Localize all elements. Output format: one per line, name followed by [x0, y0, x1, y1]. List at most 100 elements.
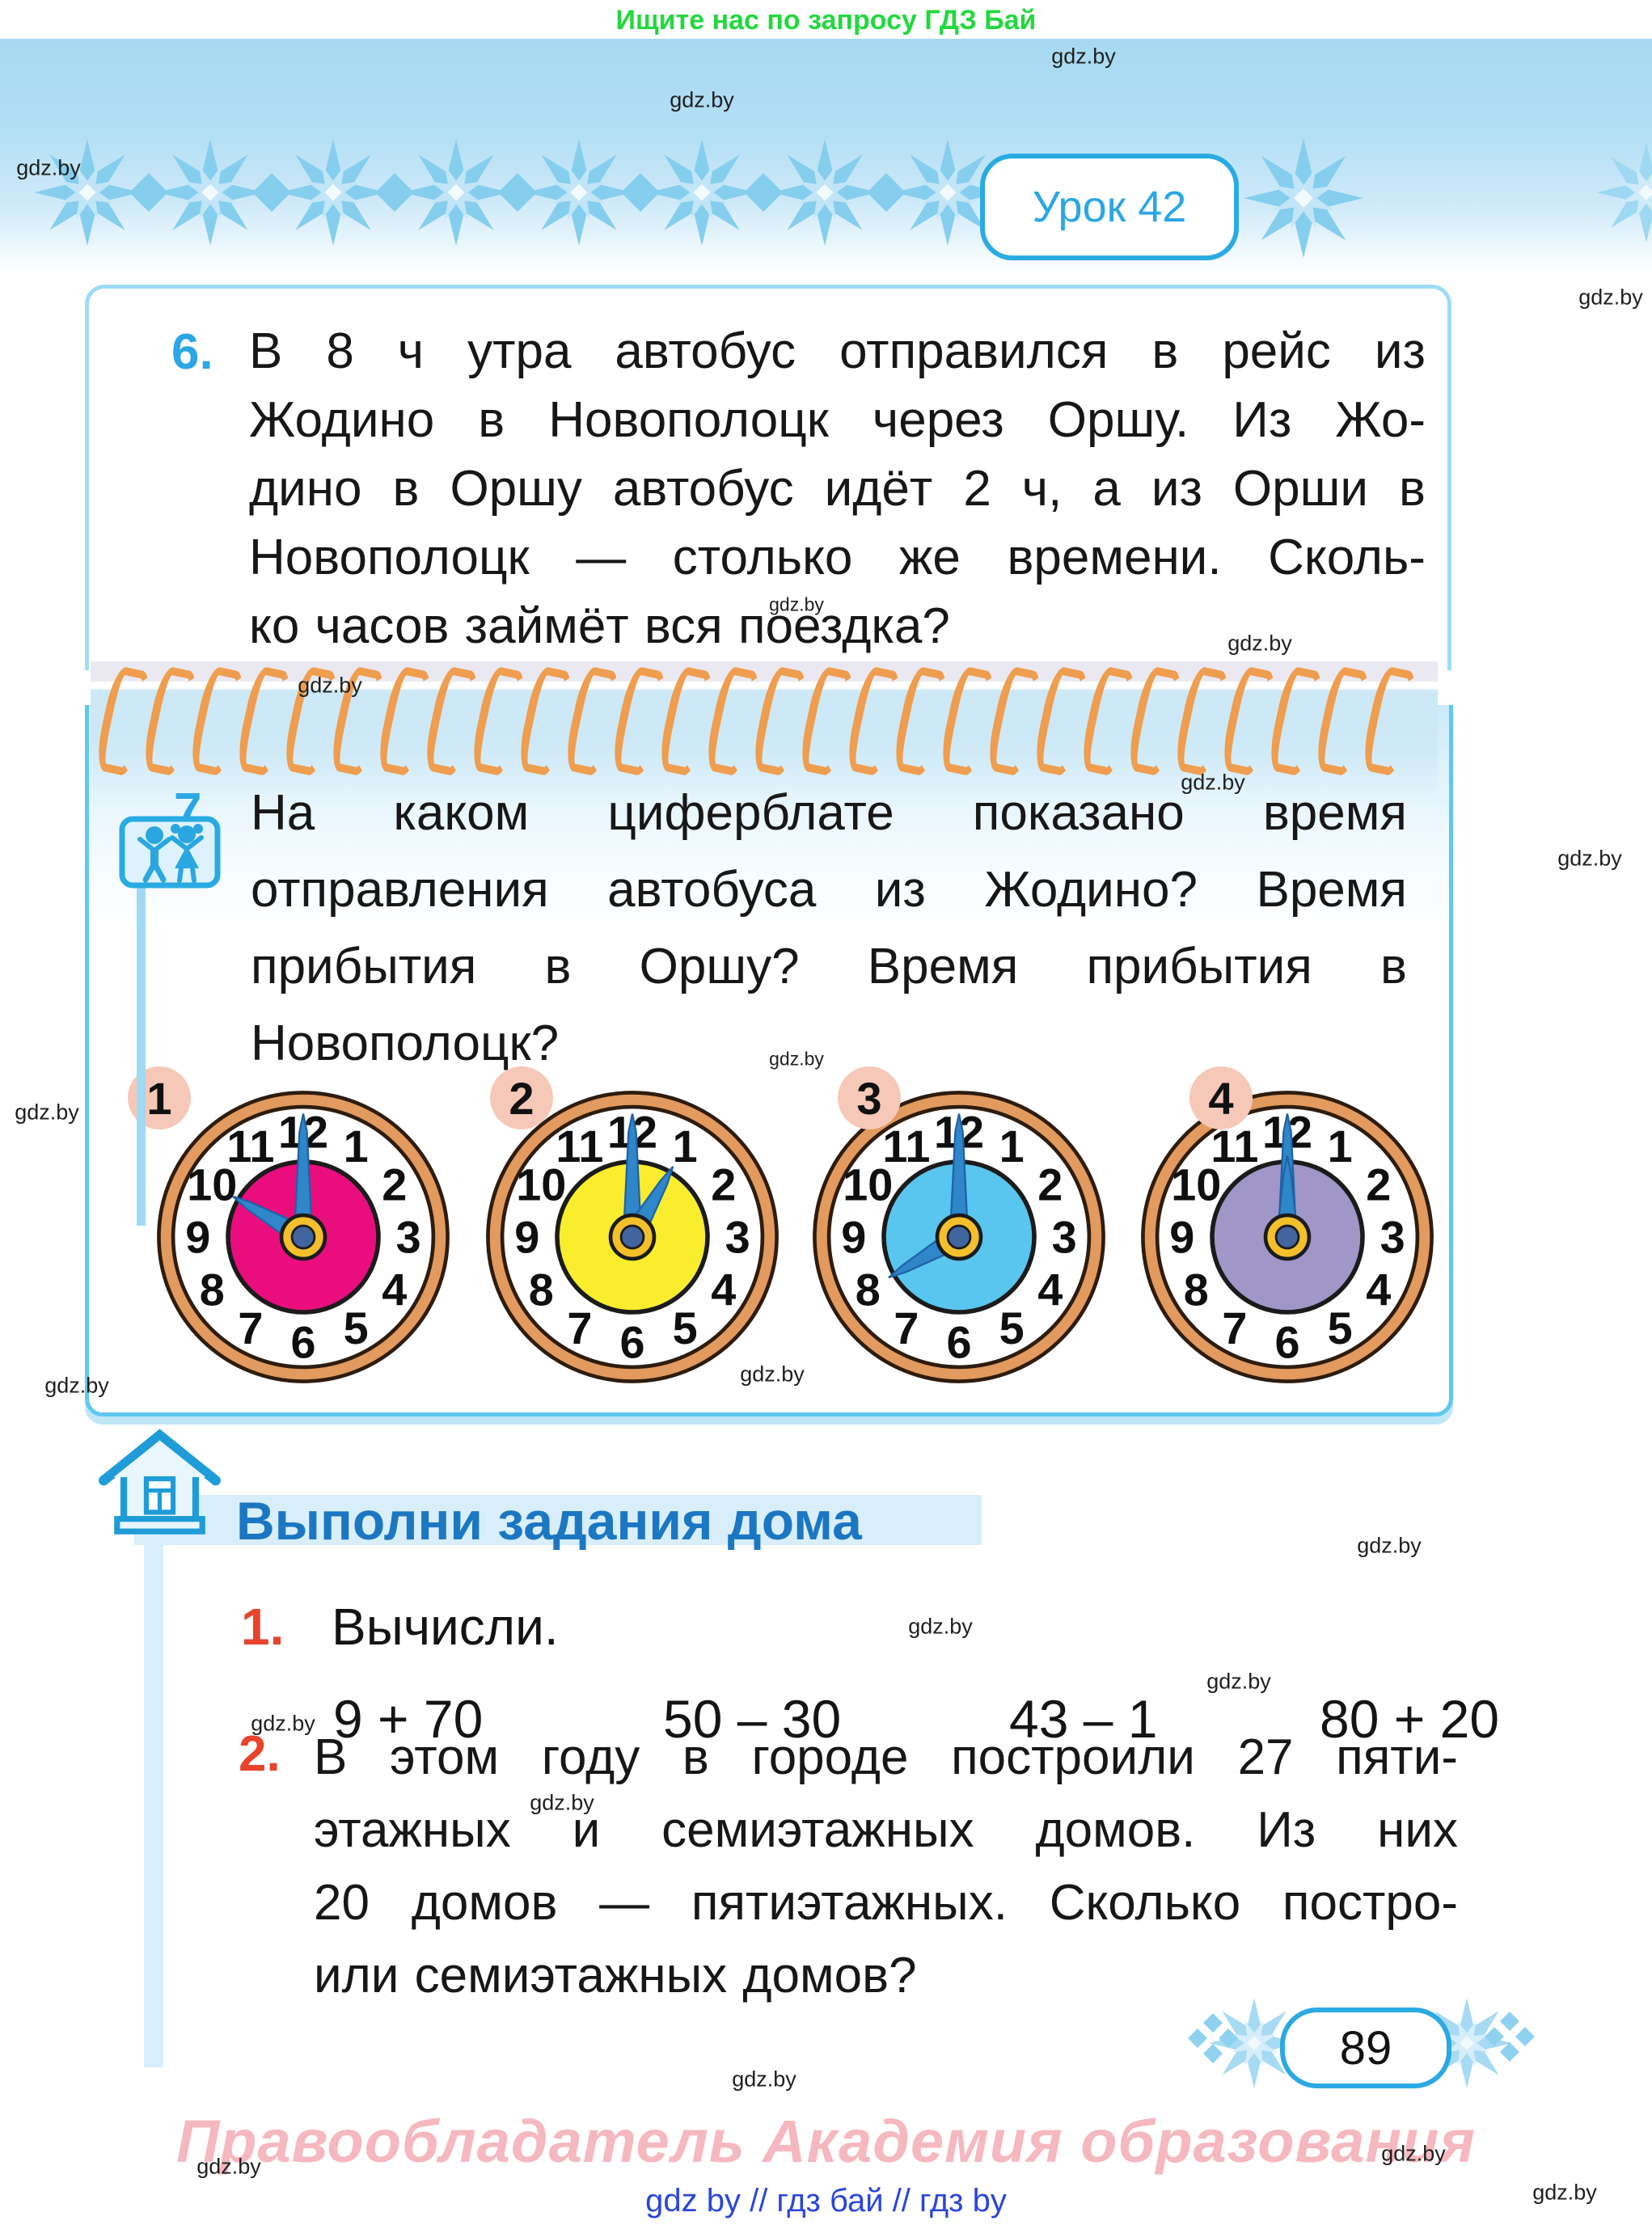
watermark: gdz.by — [769, 1048, 824, 1070]
svg-text:3: 3 — [725, 1212, 750, 1263]
watermark: gdz.by — [16, 155, 81, 180]
svg-text:7: 7 — [1222, 1302, 1247, 1353]
homework-title: Выполни задания дома — [236, 1491, 862, 1551]
watermark: gdz.by — [196, 2154, 261, 2179]
problem6-card — [85, 285, 1451, 670]
svg-text:4: 4 — [1037, 1264, 1063, 1315]
svg-text:6: 6 — [946, 1317, 971, 1368]
svg-text:4: 4 — [382, 1264, 407, 1315]
text-line: Жодино в Новополоцк через Оршу. Из Жо- — [249, 392, 1426, 448]
svg-text:3: 3 — [1052, 1212, 1077, 1263]
watermark: gdz.by — [740, 1362, 805, 1387]
watermark: gdz.by — [1051, 44, 1116, 69]
promo-note: Ищите нас по запросу ГДЗ Бай — [615, 5, 1037, 36]
expression-1: 9 + 70 — [333, 1689, 484, 1749]
problem6-text: В 8 ч утра автобус отправился в рейс из Жодино в Но… — [249, 317, 1426, 661]
watermark: gdz.by — [1557, 846, 1622, 871]
footer-links: gdz by // гдз бай // гдз by — [645, 2183, 1007, 2219]
watermark: gdz.by — [1227, 631, 1292, 656]
problem7-text: На каком циферблате показано время отправлени… — [251, 775, 1407, 1082]
svg-text:1: 1 — [999, 1121, 1025, 1172]
page-number-badge: 89 — [1280, 2008, 1451, 2088]
watermark: gdz.by — [1532, 2180, 1597, 2205]
problem6-number: 6. — [171, 324, 213, 380]
svg-text:9: 9 — [514, 1212, 539, 1263]
clock-3-face-8:00: 123456789101112 — [809, 1087, 1109, 1387]
lesson-badge-label: Урок 42 — [1032, 183, 1187, 231]
watermark: gdz.by — [1357, 1533, 1422, 1558]
expression-2: 50 – 30 — [663, 1689, 842, 1749]
svg-text:1: 1 — [1328, 1121, 1353, 1172]
watermark: gdz.by — [670, 87, 734, 112]
kids-sign-pole — [137, 886, 146, 1226]
svg-text:2: 2 — [1366, 1159, 1391, 1210]
ornament-band — [0, 39, 1652, 275]
svg-text:1: 1 — [344, 1121, 369, 1172]
house-icon — [99, 1429, 221, 1535]
task1-label: Вычисли. — [332, 1598, 559, 1656]
watermark: gdz.by — [44, 1373, 109, 1398]
homework-stripe — [144, 1536, 163, 2067]
watermark: gdz.by — [908, 1614, 973, 1639]
svg-text:6: 6 — [1274, 1317, 1299, 1368]
ornament-pattern — [34, 138, 1652, 258]
watermark: gdz.by — [298, 673, 362, 698]
svg-text:11: 11 — [226, 1121, 274, 1172]
text-line: дино в Оршу автобус идёт 2 ч, а из Орши в — [249, 461, 1426, 517]
svg-text:10: 10 — [1171, 1159, 1221, 1210]
svg-text:1: 1 — [673, 1121, 698, 1172]
svg-text:11: 11 — [556, 1121, 603, 1172]
expression-3: 43 – 1 — [1009, 1689, 1158, 1749]
svg-text:5: 5 — [673, 1302, 698, 1353]
svg-text:9: 9 — [185, 1212, 210, 1263]
svg-text:9: 9 — [1169, 1212, 1194, 1263]
clock-label-3: 3 — [838, 1066, 901, 1129]
watermark: gdz.by — [530, 1790, 594, 1815]
clock-4-face-12:00: 123456789101112 — [1137, 1087, 1438, 1387]
task1-number: 1. — [241, 1598, 285, 1656]
text-line: Новополоцк? — [251, 1015, 560, 1071]
clock-label-4: 4 — [1189, 1066, 1253, 1129]
svg-text:7: 7 — [238, 1302, 263, 1353]
text-line: этажных и семиэтажных домов. Из них — [314, 1801, 1458, 1858]
svg-text:2: 2 — [711, 1159, 736, 1210]
svg-text:10: 10 — [516, 1159, 566, 1210]
svg-text:9: 9 — [841, 1212, 866, 1263]
svg-text:5: 5 — [999, 1302, 1025, 1353]
svg-text:8: 8 — [856, 1264, 881, 1315]
lesson-badge: Урок 42 — [980, 154, 1239, 260]
svg-text:7: 7 — [894, 1302, 919, 1353]
svg-text:2: 2 — [382, 1159, 407, 1210]
svg-text:4: 4 — [1366, 1264, 1391, 1315]
clock-1-face-10:00: 123456789101112 — [153, 1087, 454, 1387]
svg-text:10: 10 — [843, 1159, 893, 1210]
svg-text:5: 5 — [1328, 1302, 1353, 1353]
svg-text:6: 6 — [290, 1317, 315, 1368]
text-line: 20 домов — пятиэтажных. Сколько постро- — [314, 1874, 1458, 1931]
text-line: или семиэтажных домов? — [314, 1947, 917, 2003]
page-number: 89 — [1339, 2021, 1392, 2075]
watermark: gdz.by — [769, 593, 824, 615]
watermark: gdz.by — [15, 1100, 79, 1125]
svg-text:7: 7 — [567, 1302, 592, 1353]
expression-4: 80 + 20 — [1320, 1689, 1500, 1749]
watermark: gdz.by — [251, 1711, 315, 1736]
watermark: gdz.by — [1578, 285, 1643, 310]
svg-text:6: 6 — [619, 1317, 644, 1368]
watermark: gdz.by — [1181, 770, 1245, 795]
kids-icon — [119, 816, 221, 889]
svg-text:8: 8 — [1184, 1264, 1209, 1315]
svg-text:10: 10 — [187, 1159, 237, 1210]
svg-text:3: 3 — [396, 1212, 421, 1263]
task2-number: 2. — [239, 1726, 281, 1782]
svg-text:8: 8 — [529, 1264, 554, 1315]
clock-2-face-1:00: 123456789101112 — [482, 1087, 783, 1387]
text-line: В 8 ч утра автобус отправился в рейс из — [249, 323, 1426, 379]
svg-text:3: 3 — [1380, 1212, 1405, 1263]
watermark: gdz.by — [1381, 2141, 1446, 2166]
copyright-text: Правообладатель Академия образования — [176, 2108, 1476, 2175]
text-line: отправления автобуса из Жодино? Время — [251, 862, 1407, 918]
